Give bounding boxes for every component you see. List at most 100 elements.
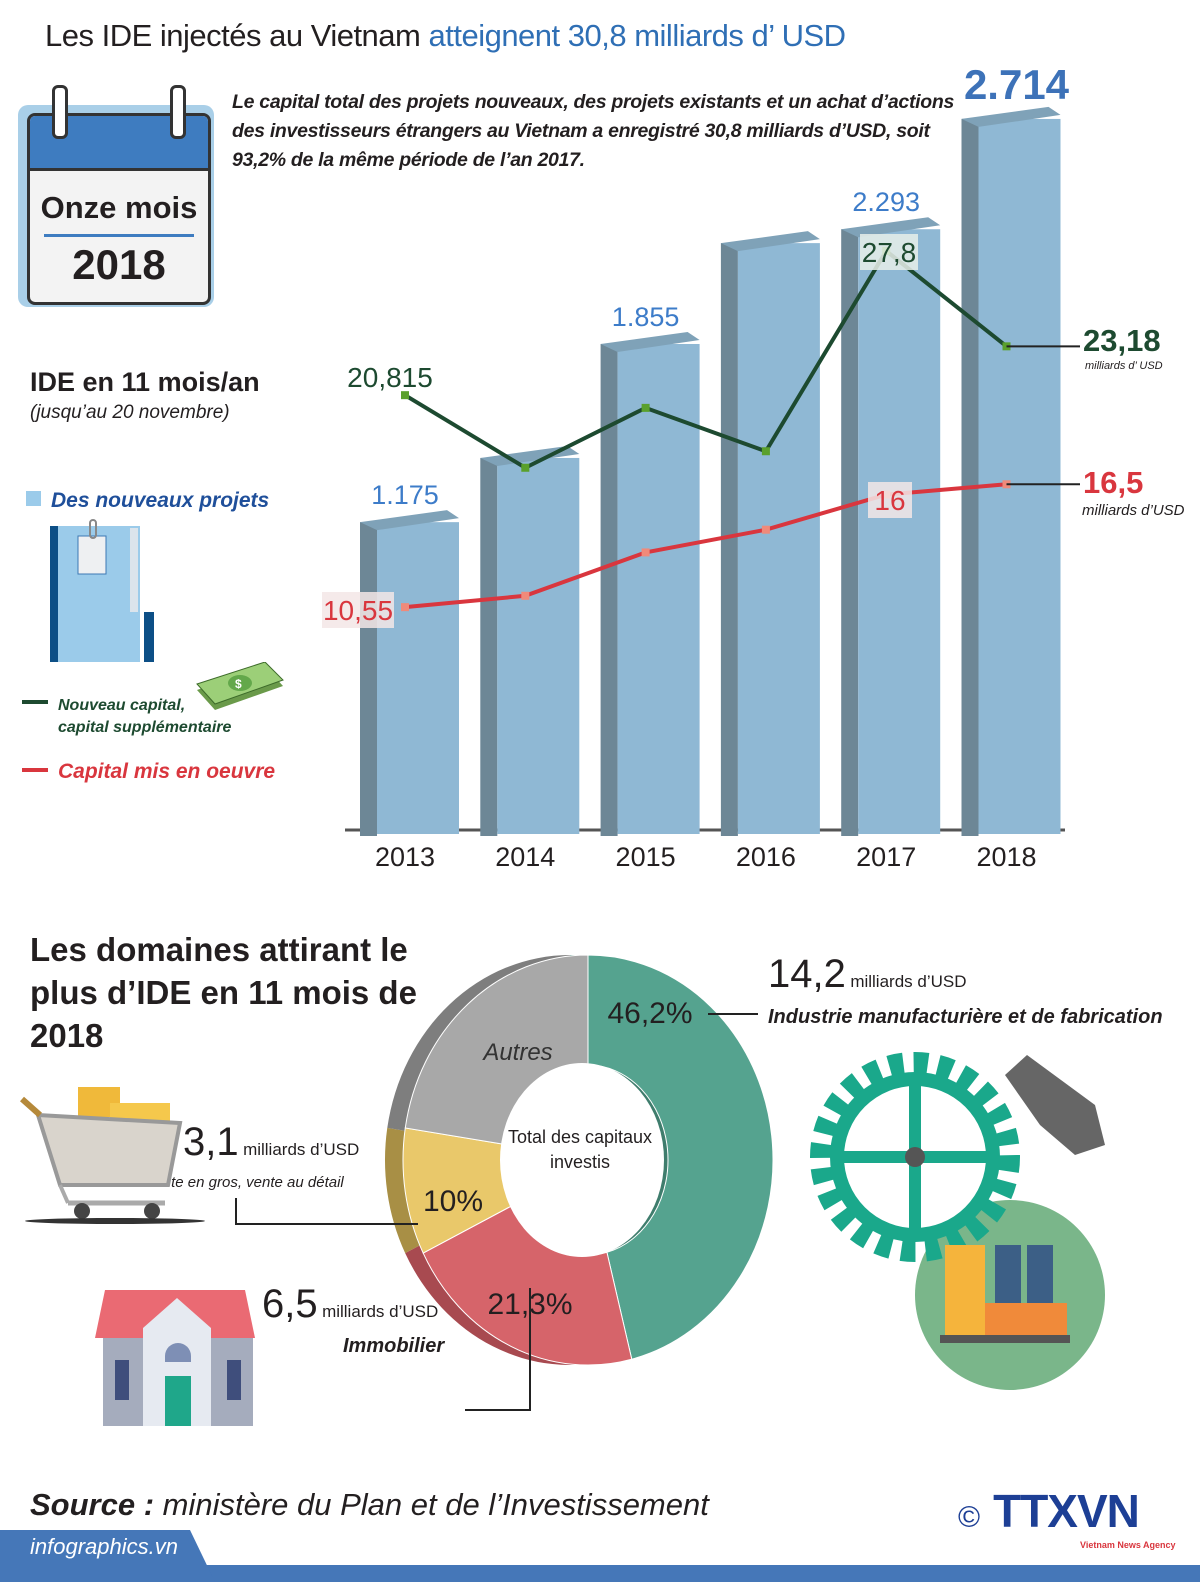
bar-value-label: 1.855 xyxy=(612,302,680,332)
bar-cap xyxy=(961,106,1061,127)
shopping-cart-icon xyxy=(20,1087,205,1224)
line-point xyxy=(521,463,530,472)
combo-chart: 2013 1.175 2014 2015 1.855 2016 2017 2.293 2018 2… xyxy=(322,61,1080,872)
bar-cap xyxy=(720,231,820,252)
manufacturing-label: Industrie manufacturière et de fabricati… xyxy=(768,1006,1163,1028)
manufacturing-number: 14,2 xyxy=(768,952,846,996)
intro-text: Le capital total des projets nouveaux, d… xyxy=(232,91,955,171)
industry-gear-icon xyxy=(810,1052,1105,1390)
line-point xyxy=(641,403,650,412)
legend-green-label-1: Nouveau capital, xyxy=(58,697,186,714)
red-last-value: 16,5 xyxy=(1083,465,1144,500)
slice-label: 10% xyxy=(423,1185,483,1218)
label-box xyxy=(868,482,912,518)
source-text: ministère du Plan et de l’Investissement xyxy=(154,1487,709,1522)
donut-chart: 46,2%21,3%10%Autres xyxy=(235,954,774,1411)
calendar-line2: 2018 xyxy=(72,241,166,288)
folder-icon xyxy=(50,519,154,662)
bar-value-label: 1.175 xyxy=(371,480,439,510)
line-point xyxy=(641,548,650,557)
section1-title: IDE en 11 mois/an xyxy=(30,367,260,397)
retail-value: 3,1 milliards d’USD xyxy=(183,1120,359,1173)
bar-front xyxy=(858,229,941,834)
bar-cap xyxy=(360,510,459,531)
x-tick-label: 2015 xyxy=(616,842,676,872)
retail-label: Vente en gros, vente au détail xyxy=(145,1174,344,1191)
copyright-symbol: © xyxy=(958,1501,980,1534)
calendar-line1: Onze mois xyxy=(40,190,198,225)
x-tick-label: 2017 xyxy=(856,842,916,872)
logo-text: TTXVN xyxy=(993,1485,1140,1537)
label-box xyxy=(322,592,394,628)
footer-site: infographics.vn xyxy=(30,1534,178,1559)
realestate-label: Immobilier xyxy=(343,1335,445,1357)
bar-side xyxy=(360,522,377,836)
bar-side xyxy=(961,118,979,836)
red-unit: milliards d’USD xyxy=(1082,502,1185,519)
title-part-2: atteignent 30,8 milliards d’ USD xyxy=(428,18,846,53)
donut-slice xyxy=(587,954,774,1360)
bar-front xyxy=(737,243,820,834)
bar-side xyxy=(480,457,498,836)
logo-subtitle: Vietnam News Agency xyxy=(1080,1540,1176,1550)
bar-value-label: 2.293 xyxy=(852,187,920,217)
svg-text:$: $ xyxy=(235,677,242,691)
section2-title: Les domaines attirant le plus d’IDE en 1… xyxy=(30,931,417,1054)
bar-2015 xyxy=(600,331,700,836)
bar-side xyxy=(600,343,618,836)
red-label-2013: 10,55 xyxy=(323,595,393,626)
money-icon: $ xyxy=(196,662,284,710)
line-point xyxy=(761,525,770,534)
line-point xyxy=(401,603,409,612)
green-last-value: 23,18 xyxy=(1083,323,1161,358)
bar-2017 xyxy=(841,217,941,836)
bar-side xyxy=(720,243,738,836)
house-icon xyxy=(95,1290,255,1426)
bar-side xyxy=(841,229,859,836)
donut-center-label: Total des capitaux investis xyxy=(507,1127,653,1172)
retail-unit: milliards d’USD xyxy=(243,1140,360,1159)
x-tick-label: 2016 xyxy=(736,842,796,872)
legend-red-label: Capital mis en oeuvre xyxy=(58,760,276,783)
x-tick-label: 2013 xyxy=(375,842,435,872)
line-point xyxy=(521,591,530,600)
legend-red-line: Capital mis en oeuvre xyxy=(22,759,275,784)
leader-retail xyxy=(235,1198,418,1225)
manufacturing-unit: milliards d’USD xyxy=(850,972,967,991)
x-tick-label: 2014 xyxy=(495,842,555,872)
ttxvn-logo: © TTXVN xyxy=(958,1485,1140,1541)
line-point xyxy=(761,447,770,456)
footer-tab xyxy=(0,1530,215,1582)
title-part-1: Les IDE injectés au Vietnam xyxy=(45,18,429,53)
slice-label: 46,2% xyxy=(607,997,692,1030)
legend-red-swatch xyxy=(22,768,48,772)
label-box xyxy=(860,234,918,270)
bar-2014 xyxy=(480,445,580,836)
retail-number: 3,1 xyxy=(183,1120,239,1164)
source-label: Source : xyxy=(30,1487,155,1522)
bar-front xyxy=(377,522,459,834)
green-unit: milliards d’ USD xyxy=(1085,360,1163,372)
x-tick-label: 2018 xyxy=(976,842,1036,872)
realestate-unit: milliards d’USD xyxy=(322,1302,439,1321)
bar-front xyxy=(978,118,1061,834)
footer-bar xyxy=(0,1565,1200,1582)
bar-2016 xyxy=(720,231,820,836)
legend-green-line: Nouveau capital, capital supplémentaire xyxy=(22,695,231,739)
legend-bars-label: Des nouveaux projets xyxy=(51,489,270,512)
page-title: Les IDE injectés au Vietnam atteignent 3… xyxy=(45,18,846,54)
legend-swatch xyxy=(26,491,41,506)
manufacturing-value: 14,2 milliards d’USD xyxy=(768,952,967,1005)
legend-green-label-2: capital supplémentaire xyxy=(58,719,232,736)
bar-front xyxy=(497,457,580,834)
bar-front xyxy=(617,343,700,834)
calendar-icon: Onze mois 2018 xyxy=(18,85,214,307)
red-label-2017: 16 xyxy=(874,485,905,516)
bar-cap xyxy=(600,331,700,352)
slice-label: Autres xyxy=(481,1039,552,1066)
green-label-2017: 27,8 xyxy=(862,237,917,268)
section1-subtitle: (jusqu’au 20 novembre) xyxy=(30,402,230,423)
realestate-number: 6,5 xyxy=(262,1282,318,1326)
bar-2018 xyxy=(961,106,1061,836)
